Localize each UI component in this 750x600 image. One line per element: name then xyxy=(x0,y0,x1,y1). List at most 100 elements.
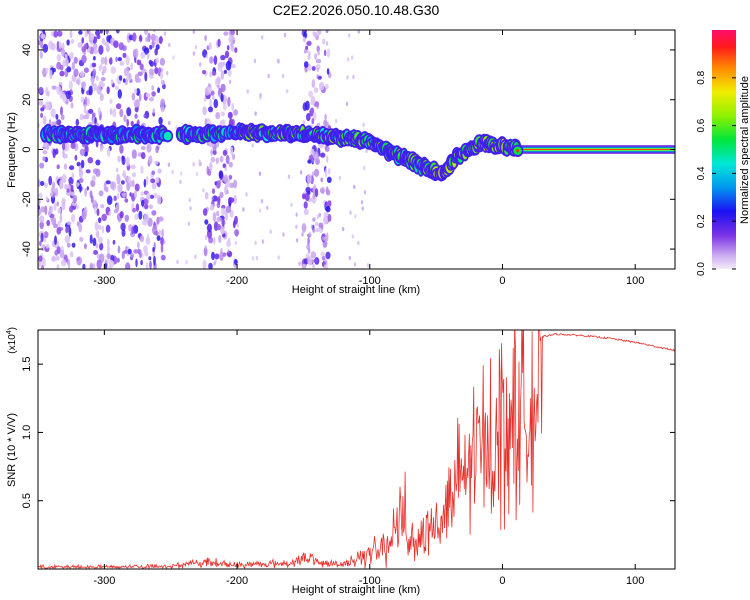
noise-speckle xyxy=(89,33,95,38)
noise-speckle xyxy=(97,224,102,230)
noise-speckle xyxy=(96,85,102,95)
noise-speckle xyxy=(61,173,67,184)
noise-speckle xyxy=(94,221,99,231)
noise-speckle xyxy=(222,102,227,111)
noise-speckle xyxy=(305,186,311,193)
noise-speckle xyxy=(312,263,315,269)
noise-speckle xyxy=(86,30,90,34)
svg-text:(x104): (x104) xyxy=(6,327,18,354)
noise-speckle xyxy=(222,252,227,257)
noise-speckle xyxy=(49,69,53,80)
noise-speckle xyxy=(307,255,313,266)
noise-speckle xyxy=(161,79,165,86)
noise-speckle xyxy=(116,174,121,183)
noise-speckle xyxy=(84,188,87,197)
noise-speckle xyxy=(114,85,119,90)
noise-speckle xyxy=(233,194,237,205)
noise-speckle xyxy=(326,68,330,75)
noise-speckle xyxy=(79,71,85,77)
noise-speckle xyxy=(306,183,310,188)
x-tick-label: 100 xyxy=(626,575,644,587)
noise-speckle xyxy=(324,145,327,150)
noise-speckle xyxy=(117,89,123,99)
noise-speckle xyxy=(310,95,316,106)
noise-speckle xyxy=(311,158,315,163)
noise-speckle xyxy=(194,45,198,50)
noise-speckle xyxy=(61,48,66,57)
noise-speckle xyxy=(232,220,236,229)
noise-speckle xyxy=(221,207,226,216)
noise-speckle xyxy=(65,90,71,100)
noise-speckle xyxy=(150,33,156,42)
noise-speckle xyxy=(192,30,195,35)
noise-speckle xyxy=(106,244,110,255)
noise-speckle xyxy=(220,226,225,235)
noise-speckle xyxy=(99,30,103,34)
noise-speckle xyxy=(225,205,232,213)
noise-speckle xyxy=(78,178,84,183)
y-tick-label: -40 xyxy=(21,241,33,257)
noise-speckle xyxy=(91,62,97,68)
noise-speckle xyxy=(251,143,254,148)
noise-speckle xyxy=(92,237,97,247)
noise-speckle xyxy=(152,108,156,114)
noise-speckle xyxy=(126,119,129,127)
noise-speckle xyxy=(345,101,349,107)
noise-speckle xyxy=(212,211,217,221)
noise-speckle xyxy=(89,234,93,244)
noise-speckle xyxy=(233,179,238,189)
noise-speckle xyxy=(62,142,66,151)
noise-speckle xyxy=(310,251,317,259)
noise-speckle xyxy=(62,58,66,68)
noise-speckle xyxy=(192,162,195,167)
noise-speckle xyxy=(140,145,146,151)
noise-speckle xyxy=(207,223,212,233)
noise-speckle xyxy=(102,65,107,74)
noise-speckle xyxy=(351,234,354,239)
noise-speckle xyxy=(208,83,211,88)
noise-speckle xyxy=(163,239,166,244)
noise-speckle xyxy=(93,83,97,92)
noise-speckle xyxy=(62,94,67,104)
noise-speckle xyxy=(70,142,76,149)
noise-speckle xyxy=(117,155,121,163)
noise-speckle xyxy=(125,156,130,167)
noise-speckle xyxy=(98,190,104,197)
noise-speckle xyxy=(59,250,65,259)
noise-speckle xyxy=(276,58,280,63)
noise-speckle xyxy=(354,214,357,219)
noise-speckle xyxy=(362,122,365,128)
noise-speckle xyxy=(195,172,199,177)
noise-speckle xyxy=(126,181,131,191)
noise-speckle xyxy=(301,223,307,233)
noise-speckle xyxy=(348,255,351,261)
noise-speckle xyxy=(105,224,111,233)
noise-speckle xyxy=(204,97,207,102)
noise-speckle xyxy=(220,54,226,61)
noise-speckle xyxy=(211,196,214,201)
noise-speckle xyxy=(258,171,262,176)
noise-speckle xyxy=(70,251,74,258)
noise-speckle xyxy=(93,56,96,61)
noise-speckle xyxy=(107,238,110,247)
noise-speckle xyxy=(153,30,156,33)
noise-speckle xyxy=(204,234,208,241)
noise-speckle xyxy=(234,231,239,237)
noise-speckle xyxy=(320,225,324,230)
noise-speckle xyxy=(188,197,191,203)
noise-speckle xyxy=(98,45,104,55)
noise-speckle xyxy=(139,249,142,259)
noise-speckle xyxy=(316,214,320,220)
noise-speckle xyxy=(326,48,331,58)
noise-speckle xyxy=(312,228,315,233)
noise-speckle xyxy=(45,196,49,201)
noise-speckle xyxy=(133,249,139,254)
noise-speckle xyxy=(128,224,133,232)
noise-speckle xyxy=(70,191,75,197)
noise-speckle xyxy=(172,55,175,60)
x-tick-label: -200 xyxy=(226,275,248,287)
noise-speckle xyxy=(76,77,81,86)
noise-speckle xyxy=(226,240,231,248)
noise-speckle xyxy=(62,149,65,156)
noise-speckle xyxy=(64,235,71,244)
